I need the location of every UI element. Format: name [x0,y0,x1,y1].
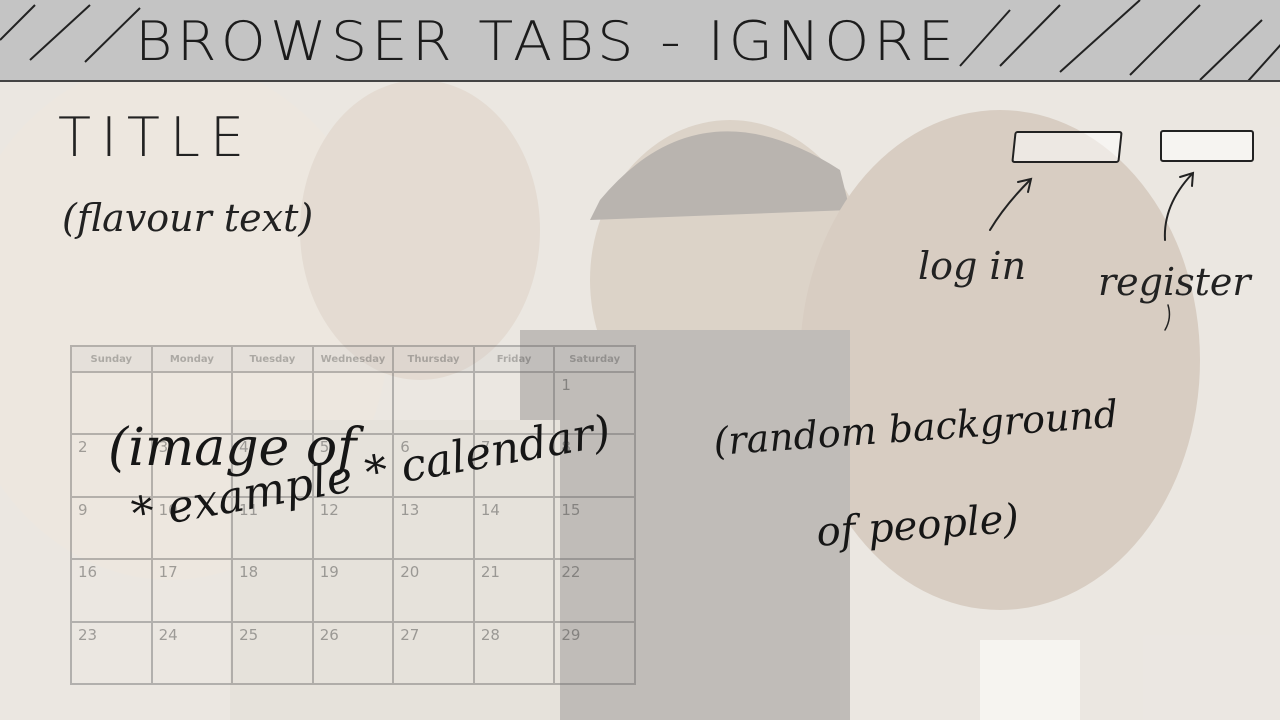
calendar-date-cell: 8 [553,433,636,498]
calendar-date-cell: 3 [150,433,234,498]
calendar-date-cell [231,370,314,436]
calendar-date-cell: 21 [472,558,556,623]
calendar-day-header: Wednesday [311,345,395,373]
login-callout: log in [918,244,1027,288]
calendar-day-header: Friday [472,345,556,373]
calendar-date-cell: 23 [70,620,153,686]
hatch-pattern [0,0,1280,80]
register-button[interactable] [1160,130,1254,162]
login-button[interactable] [1011,131,1123,163]
browser-tabs-label: BROWSER TABS - IGNORE [135,10,958,73]
calendar-date-cell: 17 [150,558,234,623]
calendar-date-cell: 11 [231,495,314,561]
browser-tabs-bar: BROWSER TABS - IGNORE [0,0,1280,82]
calendar-date-cell: 27 [392,620,475,686]
calendar-date-cell: 6 [392,433,475,498]
flavour-text: (flavour text) [62,196,314,240]
calendar-date-cell: 2 [70,433,153,498]
calendar-date-cell [311,370,395,436]
calendar-date-cell: 29 [553,620,636,686]
calendar-date-cell: 25 [231,620,314,686]
calendar-date-cell: 5 [311,433,395,498]
calendar-date-cell: 9 [70,495,153,561]
calendar-date-cell: 20 [392,558,475,623]
calendar-week-row: 16 17 18 19 20 21 22 [70,558,636,623]
calendar-date-cell: 14 [472,495,556,561]
calendar-day-header: Tuesday [231,345,314,373]
calendar-date-cell: 7 [472,433,556,498]
calendar-day-header: Saturday [553,345,636,373]
calendar-week-row: 9 10 11 12 13 14 15 [70,495,636,561]
calendar-date-cell [150,370,234,436]
page-title: TITLE [58,106,255,169]
calendar-date-cell: 10 [150,495,234,561]
calendar-date-cell: 19 [311,558,395,623]
calendar-date-cell: 26 [311,620,395,686]
calendar-date-cell: 13 [392,495,475,561]
calendar-date-cell: 4 [231,433,314,498]
calendar-date-cell: 28 [472,620,556,686]
calendar-date-cell: 18 [231,558,314,623]
calendar-date-cell: 16 [70,558,153,623]
calendar-note-line1: (image of [108,418,357,478]
calendar-week-row: 1 [70,370,636,436]
calendar-day-header: Monday [150,345,234,373]
calendar-date-cell [70,370,153,436]
calendar-date-cell [472,370,556,436]
calendar-day-header: Sunday [70,345,153,373]
register-callout: register [1098,260,1251,304]
calendar-date-cell: 1 [553,370,636,436]
calendar-date-cell: 24 [150,620,234,686]
calendar-date-cell: 15 [553,495,636,561]
example-calendar-image: Sunday Monday Tuesday Wednesday Thursday Frid… [70,345,636,686]
calendar-date-cell [392,370,475,436]
calendar-week-row: 23 24 25 26 27 28 29 [70,620,636,686]
calendar-date-cell: 22 [553,558,636,623]
calendar-day-header: Thursday [392,345,475,373]
calendar-date-cell: 12 [311,495,395,561]
